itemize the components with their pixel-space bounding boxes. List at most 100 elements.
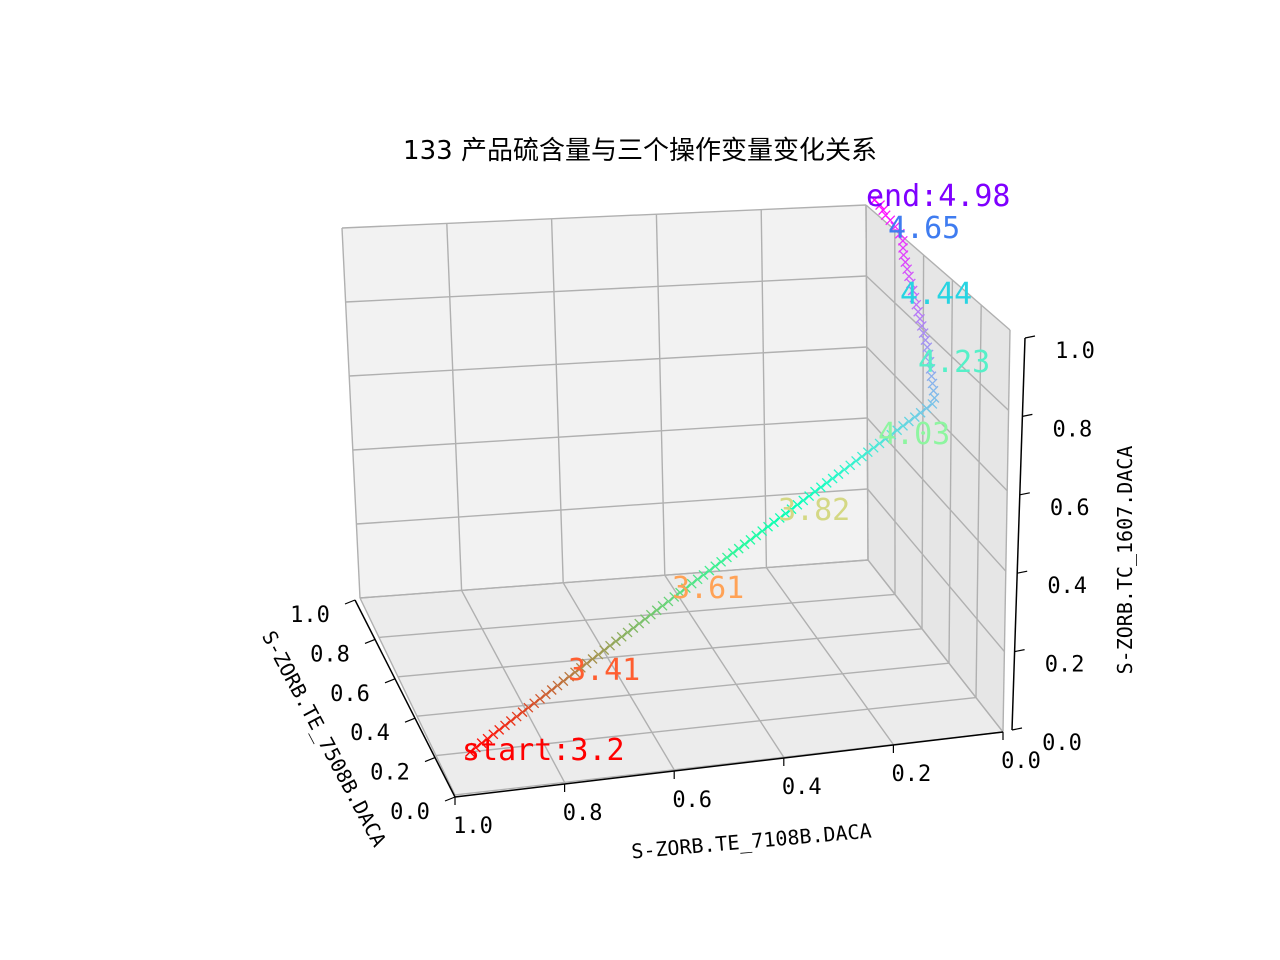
data-point <box>529 698 540 709</box>
data-point <box>651 605 662 616</box>
x-tick-label: 0.0 <box>1001 749 1041 774</box>
data-points <box>465 195 940 757</box>
data-point <box>482 733 493 744</box>
data-point <box>616 631 627 642</box>
grid-line <box>341 204 867 229</box>
annotation-label: 3.41 <box>568 653 640 688</box>
data-point <box>827 473 838 484</box>
data-point <box>815 482 826 493</box>
data-point <box>610 636 621 647</box>
data-point <box>628 623 639 633</box>
annotations: start:3.2 3.41 3.61 3.82 4.03 4.23 4.44 4.65end… <box>462 179 1011 768</box>
data-point <box>727 548 738 558</box>
data-point <box>523 702 534 713</box>
data-point <box>757 526 768 537</box>
data-point <box>862 447 873 458</box>
data-point <box>540 689 551 700</box>
data-point <box>892 425 903 436</box>
data-point <box>927 399 938 409</box>
data-point <box>780 508 791 519</box>
grid-line <box>397 628 923 678</box>
data-point <box>898 420 908 431</box>
data-point <box>804 491 815 501</box>
grid-line <box>865 275 1010 411</box>
data-point <box>710 561 721 572</box>
grid-line <box>359 597 456 796</box>
y-tick-mark <box>384 678 396 684</box>
data-point <box>605 640 615 651</box>
data-point <box>878 205 889 216</box>
data-point <box>488 729 499 740</box>
data-point <box>909 412 920 423</box>
data-point <box>476 738 487 749</box>
y-tick-label: 1.0 <box>290 603 330 628</box>
data-point <box>733 543 744 554</box>
data-point <box>792 499 803 510</box>
data-point <box>640 614 651 625</box>
z-tick-mark <box>1014 649 1025 653</box>
z-tick-mark <box>1022 413 1033 417</box>
data-point <box>880 434 891 444</box>
y-tick-label: 0.0 <box>390 800 430 825</box>
y-tick-label: 0.2 <box>370 761 410 786</box>
data-point <box>465 747 475 757</box>
data-point <box>686 578 697 589</box>
floor-pane <box>360 560 1003 795</box>
data-point <box>851 455 862 466</box>
z-tick-mark <box>1024 335 1036 339</box>
data-point <box>869 195 880 205</box>
chart-title: 133 产品硫含量与三个操作变量变化关系 <box>403 136 877 166</box>
data-point <box>546 685 557 695</box>
data-point <box>903 416 914 427</box>
data-point <box>704 565 715 576</box>
x-tick-label: 0.2 <box>892 762 932 787</box>
data-point <box>921 403 932 414</box>
data-point <box>833 469 844 480</box>
grid-line <box>416 662 950 717</box>
annotation-label: 4.44 <box>900 277 972 312</box>
y-tick-mark <box>344 599 356 605</box>
z-tick-mark <box>1011 727 1023 731</box>
z-tick-label: 0.2 <box>1045 653 1085 678</box>
x-tick-label: 0.8 <box>563 801 603 826</box>
y-tick-mark <box>424 757 436 763</box>
z-axis-line <box>1011 337 1026 731</box>
data-point <box>798 495 809 506</box>
z-tick-label: 1.0 <box>1055 339 1095 364</box>
data-point <box>657 600 668 611</box>
data-point <box>494 724 505 735</box>
x-tick-label: 1.0 <box>453 814 493 839</box>
data-point <box>599 645 610 656</box>
y-tick-label: 0.6 <box>330 682 370 707</box>
z-tick-label: 0.6 <box>1050 496 1090 521</box>
grid-line <box>435 696 977 757</box>
x-axis-label: S-ZORB.TE_7108B.DACA <box>630 819 872 864</box>
grid-line <box>356 488 868 525</box>
data-point <box>663 596 674 607</box>
grid-line <box>359 559 869 599</box>
grid-line <box>562 582 675 771</box>
data-point <box>721 552 732 563</box>
data-point <box>868 442 879 453</box>
z-tick-mark <box>1019 492 1030 496</box>
grid-line <box>866 417 1007 572</box>
annotation-label: 4.03 <box>878 417 950 452</box>
data-point <box>786 504 797 515</box>
data-point <box>564 671 575 682</box>
annotation-label: 3.61 <box>672 571 744 606</box>
z-tick-mark <box>1017 570 1028 574</box>
data-point <box>845 460 856 471</box>
annotation-label: 4.65 <box>888 211 960 246</box>
grid-line <box>664 574 785 758</box>
data-point <box>680 583 691 594</box>
grid-line <box>460 590 566 783</box>
x-tick-label: 0.4 <box>782 775 822 800</box>
grid-line <box>921 254 925 629</box>
grid-line <box>760 209 768 568</box>
data-point <box>810 486 820 497</box>
data-point <box>570 667 580 678</box>
grid-line <box>765 567 894 746</box>
z-tick-label: 0.8 <box>1053 417 1093 442</box>
data-point <box>505 716 516 726</box>
data-point <box>698 569 709 580</box>
